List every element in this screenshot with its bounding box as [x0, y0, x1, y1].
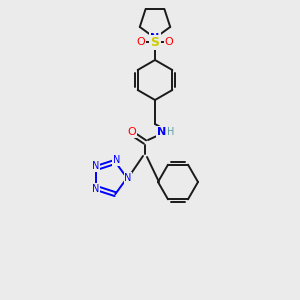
Text: N: N [158, 127, 166, 137]
Text: S: S [151, 35, 160, 49]
Text: O: O [128, 127, 136, 137]
Text: N: N [92, 184, 99, 194]
Text: N: N [124, 173, 132, 183]
Text: H: H [167, 127, 175, 137]
Text: N: N [92, 161, 99, 171]
Text: O: O [136, 37, 146, 47]
Text: N: N [150, 33, 160, 43]
Text: O: O [165, 37, 173, 47]
Text: N: N [112, 155, 120, 165]
